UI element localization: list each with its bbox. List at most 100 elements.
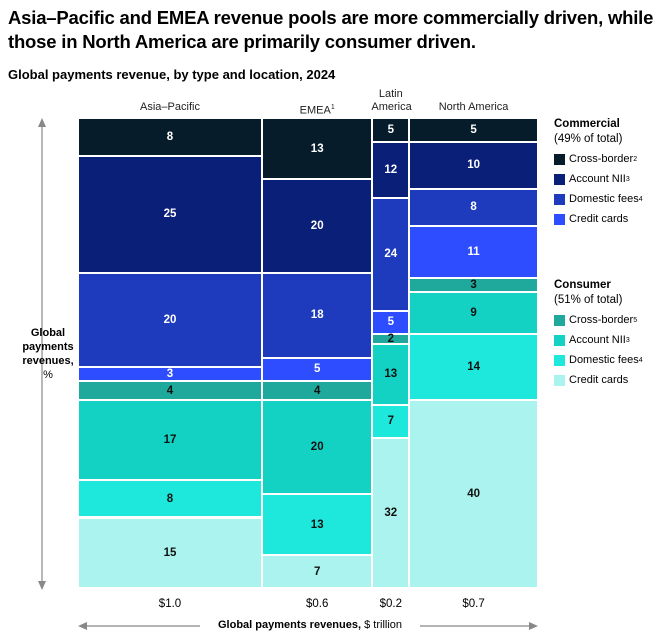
legend-item: Account NII 3: [554, 334, 630, 346]
legend-group-commercial: Commercial (49% of total): [554, 117, 622, 147]
segment-bar: 14: [409, 334, 538, 400]
data-label: 7: [313, 565, 321, 578]
legend-item: Credit cards: [554, 374, 628, 386]
data-label: 25: [163, 208, 177, 221]
y-axis-label: Global payments revenues,%: [18, 326, 78, 382]
segment-bar: 24: [372, 197, 410, 311]
segment-bar: 13: [262, 118, 373, 180]
data-label: 5: [387, 123, 394, 136]
segment-bar: 15: [78, 517, 262, 588]
footnote-marker: 5: [633, 316, 638, 324]
footnote-marker: 4: [638, 195, 643, 203]
legend-group-note: (51% of total): [554, 294, 623, 306]
legend-swatch-icon: [554, 334, 565, 346]
legend-item: Cross-border 5: [554, 314, 637, 326]
segment-bar: 4: [78, 381, 262, 400]
legend-item: Domestic fees 4: [554, 193, 643, 205]
data-label: 5: [470, 123, 477, 136]
segment-bar: 8: [78, 118, 262, 156]
segment-bar: 13: [262, 494, 373, 556]
data-label: 18: [310, 309, 324, 322]
data-label: 15: [163, 546, 177, 559]
segment-bar: 5: [409, 118, 538, 142]
data-label: 7: [387, 415, 394, 428]
chart-subtitle: Global payments revenue, by type and loc…: [8, 67, 336, 82]
data-label: 12: [384, 163, 398, 176]
segment-bar: 7: [262, 555, 373, 588]
segment-bar: 5: [372, 310, 410, 335]
segment-bar: 5: [372, 118, 410, 142]
legend-swatch-icon: [554, 193, 565, 205]
x-axis-label: Global payments revenues, $ trillion: [200, 619, 420, 631]
column-total-label: $0.7: [462, 598, 485, 610]
footnote-marker: 1: [330, 104, 335, 111]
column-name: North America: [438, 101, 509, 113]
data-label: 11: [467, 245, 480, 258]
data-label: 20: [310, 220, 324, 233]
segment-bar: 40: [409, 400, 538, 588]
data-label: 8: [166, 130, 174, 143]
legend-swatch-icon: [554, 314, 565, 326]
segment-bar: 4: [262, 381, 373, 400]
legend-label: Cross-border: [569, 153, 634, 165]
column-total-label: $0.2: [379, 598, 402, 610]
data-label: 5: [387, 316, 394, 329]
data-label: 8: [470, 201, 477, 214]
data-label: 9: [470, 307, 477, 320]
segment-bar: 12: [372, 141, 410, 198]
legend-group-title: Consumer: [554, 279, 611, 291]
page-title: Asia–Pacific and EMEA revenue pools are …: [8, 7, 654, 52]
column-name: Asia–Pacific: [140, 101, 200, 113]
legend-swatch-icon: [554, 173, 565, 185]
legend-label: Domestic fees: [569, 354, 639, 366]
legend-label: Account NII: [569, 334, 626, 346]
segment-bar: 3: [78, 367, 262, 382]
x-axis-unit: $ trillion: [364, 619, 403, 631]
footnote-marker: 3: [625, 336, 630, 344]
column-total-label: $0.6: [306, 598, 329, 610]
segment-bar: 32: [372, 437, 410, 588]
data-label: 4: [313, 384, 321, 397]
legend-swatch-icon: [554, 354, 565, 366]
legend-group-note: (49% of total): [554, 133, 623, 145]
data-label: 14: [467, 361, 480, 374]
segment-bar: 17: [78, 400, 262, 480]
data-label: 24: [384, 248, 398, 261]
data-label: 32: [384, 506, 398, 519]
segment-bar: 8: [78, 479, 262, 518]
legend-label: Credit cards: [569, 213, 629, 225]
segment-bar: 18: [262, 273, 373, 358]
legend-label: Credit cards: [569, 374, 629, 386]
legend-group-consumer: Consumer (51% of total): [554, 278, 622, 308]
segment-bar: 8: [409, 188, 538, 227]
data-label: 13: [310, 142, 324, 155]
column-name: Latin America: [371, 88, 412, 113]
segment-bar: 20: [262, 400, 373, 494]
segment-bar: 2: [372, 332, 410, 345]
legend-item: Credit cards: [554, 213, 628, 225]
column-header: Latin America: [371, 88, 412, 114]
legend-swatch-icon: [554, 153, 565, 165]
data-label: 3: [166, 368, 174, 381]
data-label: 17: [163, 433, 177, 446]
legend-swatch-icon: [554, 374, 565, 386]
segment-bar: 13: [372, 343, 410, 405]
column-header: Asia–Pacific: [78, 101, 262, 114]
segment-bar: 9: [409, 291, 538, 335]
segment-bar: 20: [262, 179, 373, 274]
legend-item: Cross-border 2: [554, 153, 637, 165]
segment-bar: 3: [409, 277, 538, 292]
data-label: 2: [387, 332, 394, 345]
segment-bar: 5: [262, 357, 373, 382]
footnote-marker: 4: [638, 356, 643, 364]
legend-item: Account NII 3: [554, 173, 630, 185]
data-label: 20: [310, 441, 324, 453]
footnote-marker: 2: [633, 155, 638, 163]
data-label: 4: [166, 384, 174, 397]
column-total-label: $1.0: [158, 598, 182, 610]
legend-label: Account NII: [569, 173, 626, 185]
segment-bar: 10: [409, 141, 538, 189]
y-axis-unit: %: [43, 369, 53, 381]
footnote-marker: 3: [625, 175, 630, 183]
column-name: EMEA: [299, 104, 331, 117]
